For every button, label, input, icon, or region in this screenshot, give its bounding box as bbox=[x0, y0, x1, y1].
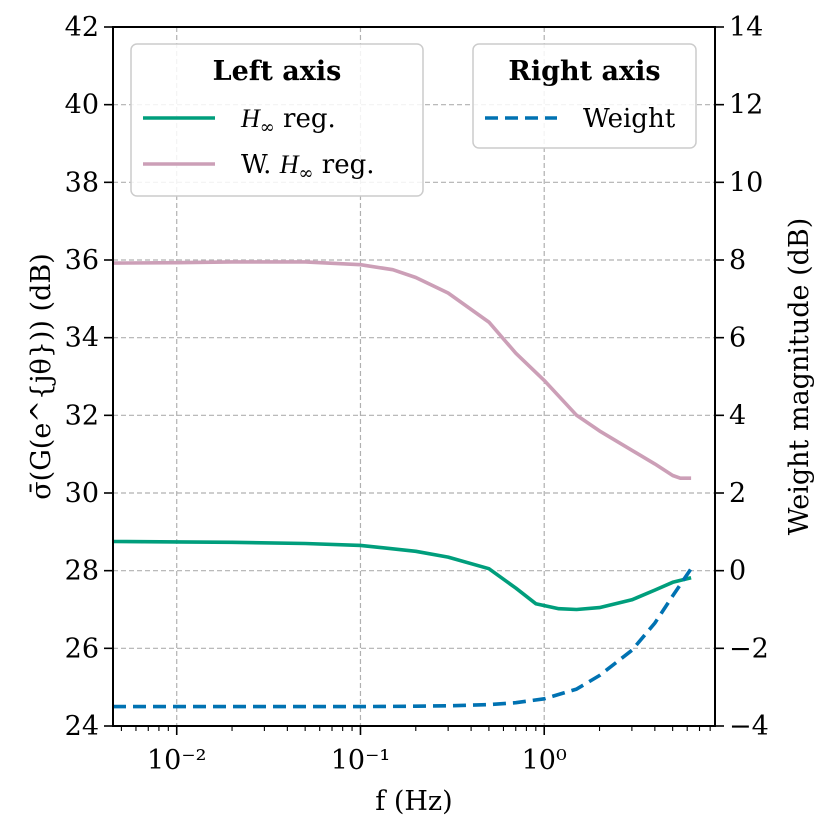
legend-upper-right: Right axis Weight bbox=[472, 43, 697, 149]
x-tick-label: 10⁻¹ bbox=[331, 745, 390, 776]
legends: Left axis H∞ reg. W. H∞ reg. Right axis Weig… bbox=[130, 43, 697, 197]
legend-label-whinf: W. H∞ reg. bbox=[241, 150, 375, 184]
series-line-whinf bbox=[112, 260, 692, 481]
y-tick-label-right: 0 bbox=[729, 556, 746, 587]
x-tick-label: 10⁰ bbox=[522, 745, 567, 776]
series-line-weight bbox=[113, 567, 693, 709]
y-axis-label-right: Weight magnitude (dB) bbox=[784, 218, 815, 536]
y-tick-label-right: 4 bbox=[729, 400, 746, 431]
y-tick-label-left: 26 bbox=[65, 633, 99, 664]
axes-frame bbox=[112, 26, 716, 727]
y-tick-label-left: 40 bbox=[65, 90, 99, 121]
x-axis-label: f (Hz) bbox=[375, 786, 452, 817]
y-tick-label-left: 28 bbox=[65, 556, 99, 587]
series-line-hinf bbox=[112, 539, 692, 612]
y-tick-label-right: 12 bbox=[729, 90, 763, 121]
y-tick-label-left: 38 bbox=[65, 167, 99, 198]
y-tick-label-left: 30 bbox=[65, 478, 99, 509]
series-layer bbox=[112, 260, 693, 709]
y-tick-label-right: 14 bbox=[729, 12, 763, 43]
legend-frame bbox=[472, 43, 697, 149]
legend-frame bbox=[130, 43, 424, 197]
legend-label-hinf: H∞ reg. bbox=[240, 104, 336, 138]
y-tick-label-left: 32 bbox=[65, 400, 99, 431]
legend-title: Right axis bbox=[508, 56, 660, 87]
y-tick-label-left: 34 bbox=[65, 323, 99, 354]
y-tick-label-left: 42 bbox=[65, 12, 99, 43]
legend-title: Left axis bbox=[213, 56, 342, 87]
y-tick-label-right: −4 bbox=[729, 711, 769, 742]
y-tick-label-right: 10 bbox=[729, 167, 763, 198]
y-tick-label-right: 2 bbox=[729, 478, 746, 509]
y-tick-label-right: 6 bbox=[729, 323, 746, 354]
legend-upper-left: Left axis H∞ reg. W. H∞ reg. bbox=[130, 43, 424, 197]
x-tick-label: 10⁻² bbox=[147, 745, 206, 776]
legend-label-weight: Weight bbox=[583, 104, 676, 134]
ticks: 10⁻² 10⁻¹ 10⁰24262830323436384042−4−202468… bbox=[65, 12, 769, 776]
y-axis-label-left: σ̄(G(e^{jθ})) (dB) bbox=[26, 253, 57, 500]
y-tick-label-left: 36 bbox=[65, 245, 99, 276]
y-tick-label-right: 8 bbox=[729, 245, 746, 276]
y-tick-label-left: 24 bbox=[65, 711, 99, 742]
y-tick-label-right: −2 bbox=[729, 633, 769, 664]
